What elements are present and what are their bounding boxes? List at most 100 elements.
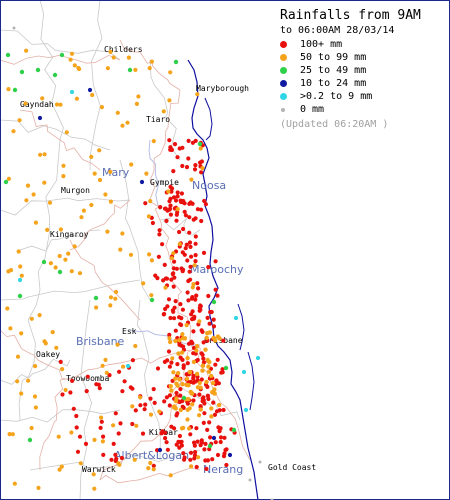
rain-gauge-dot: [175, 194, 180, 199]
rain-gauge-dot: [202, 198, 207, 204]
rain-gauge-dot: [178, 302, 183, 307]
rain-gauge-dot: [92, 437, 97, 442]
cyan-dot-icon: [280, 93, 287, 100]
rain-gauge-dot: [59, 52, 65, 58]
rain-gauge-dot: [108, 199, 113, 204]
rain-gauge-dot: [211, 299, 217, 305]
rain-gauge-dot: [54, 102, 60, 107]
rain-gauge-dot: [132, 457, 137, 462]
rain-gauge-dot: [171, 195, 177, 200]
rain-gauge-dot: [64, 130, 69, 135]
rain-gauge-dot: [178, 393, 183, 398]
rain-gauge-dot: [200, 363, 206, 368]
rain-gauge-dot: [212, 387, 217, 392]
rain-gauge-dot: [157, 447, 163, 453]
rain-gauge-dot: [224, 462, 229, 468]
rain-gauge-dot: [181, 425, 186, 430]
rain-gauge-dot: [190, 341, 195, 346]
rain-gauge-dot: [42, 152, 47, 157]
legend-item-10-24: 10 to 24 mm: [280, 77, 446, 90]
boundary-line: [0, 119, 111, 151]
rain-gauge-dot: [122, 379, 127, 384]
rain-gauge-dot: [167, 393, 173, 398]
rain-gauge-dot: [212, 412, 218, 417]
rain-gauge-dot: [41, 259, 47, 265]
rain-gauge-dot: [167, 403, 172, 408]
rain-gauge-dot: [169, 388, 174, 393]
rain-gauge-dot: [218, 439, 223, 445]
rain-gauge-dot: [15, 354, 21, 359]
rain-gauge-dot: [188, 200, 193, 205]
rain-gauge-dot: [171, 284, 176, 289]
rain-gauge-dot: [143, 402, 148, 407]
boundary-line: [0, 29, 121, 61]
rain-gauge-dot: [182, 209, 187, 214]
rain-gauge-dot: [200, 329, 205, 334]
rain-gauge-dot: [92, 171, 97, 176]
rain-gauge-dot: [129, 162, 134, 167]
rain-gauge-dot: [78, 461, 83, 466]
rain-gauge-dot: [162, 262, 167, 267]
map-legend: Rainfalls from 9AM to 06:00AM 28/03/14 1…: [280, 8, 446, 132]
rain-gauge-dot: [176, 439, 181, 444]
rain-gauge-dot: [187, 269, 192, 274]
rain-gauge-dot: [89, 154, 94, 159]
rain-gauge-dot: [233, 315, 239, 321]
rain-gauge-dot: [184, 323, 189, 328]
rain-gauge-dot: [171, 169, 176, 174]
rain-gauge-dot: [227, 452, 233, 458]
legend-item-label: >0.2 to 9 mm: [300, 91, 373, 102]
rain-gauge-dot: [125, 120, 130, 125]
rain-gauge-dot: [194, 371, 200, 377]
rain-gauge-dot: [100, 363, 105, 368]
rain-gauge-dot: [173, 376, 178, 381]
rain-gauge-dot: [175, 411, 180, 416]
rain-gauge-dot: [189, 177, 194, 182]
boundary-line: [0, 358, 71, 385]
rain-gauge-dot: [223, 447, 228, 453]
rain-gauge-dot: [186, 278, 191, 284]
rain-gauge-dot: [187, 406, 192, 411]
rain-gauge-dot: [133, 67, 138, 72]
boundary-line: [179, 379, 241, 421]
rain-gauge-dot: [171, 251, 176, 256]
rain-gauge-dot: [195, 439, 200, 444]
rain-gauge-dot: [79, 215, 84, 220]
rain-gauge-dot: [6, 176, 11, 181]
rain-gauge-dot: [164, 218, 169, 223]
rain-gauge-dot: [173, 299, 178, 304]
rain-gauge-dot: [109, 457, 114, 462]
rain-gauge-dot: [111, 441, 116, 446]
rain-gauge-dot: [218, 435, 224, 440]
rain-gauge-dot: [178, 322, 183, 327]
rain-gauge-dot: [108, 49, 113, 55]
town-label-murgon: Murgon: [61, 186, 90, 195]
rain-gauge-dot: [189, 296, 195, 301]
town-label-warwick: Warwick: [82, 465, 116, 474]
rain-gauge-dot: [68, 57, 73, 62]
rain-gauge-dot: [258, 460, 262, 464]
rain-gauge-dot: [177, 229, 182, 235]
rain-gauge-dot: [190, 402, 195, 407]
green-dot-icon: [280, 67, 287, 74]
rain-gauge-dot: [169, 186, 175, 191]
rain-gauge-dot: [191, 398, 196, 403]
rain-gauge-dot: [194, 348, 199, 353]
rain-gauge-dot: [211, 400, 216, 405]
rain-gauge-dot: [155, 276, 160, 281]
rain-gauge-dot: [187, 369, 193, 375]
rain-gauge-dot: [5, 306, 10, 311]
rain-gauge-dot: [163, 436, 168, 441]
rain-gauge-dot: [59, 464, 64, 469]
rain-gauge-dot: [215, 293, 220, 298]
rain-gauge-dot: [169, 277, 174, 282]
rain-gauge-dot: [83, 441, 89, 446]
rain-gauge-dot: [207, 321, 212, 326]
rain-gauge-dot: [43, 341, 48, 346]
rain-gauge-dot: [167, 98, 172, 103]
rain-gauge-dot: [201, 250, 207, 255]
rain-gauge-dot: [173, 59, 179, 65]
rain-gauge-dot: [111, 423, 116, 428]
rain-gauge-dot: [175, 155, 180, 160]
rain-gauge-dot: [144, 171, 149, 176]
